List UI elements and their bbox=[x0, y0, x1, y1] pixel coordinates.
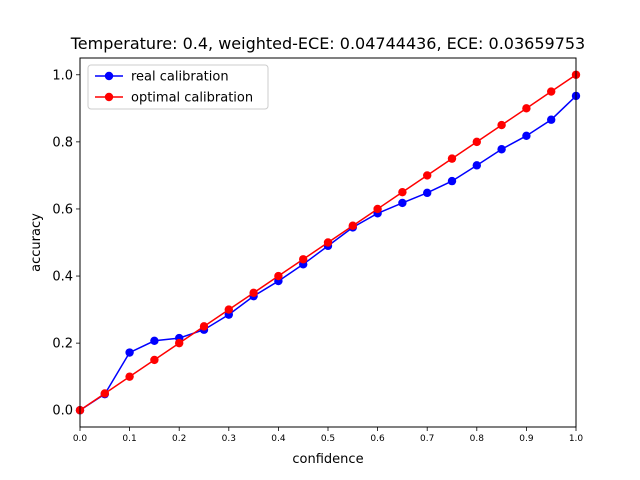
data-point bbox=[373, 204, 382, 214]
plot-frame bbox=[79, 57, 577, 428]
data-point bbox=[423, 188, 432, 198]
data-point bbox=[175, 338, 184, 348]
y-axis-label: accuracy bbox=[29, 213, 44, 272]
data-point bbox=[447, 176, 457, 186]
data-point bbox=[497, 120, 506, 130]
data-point bbox=[249, 288, 258, 298]
data-point bbox=[323, 238, 333, 247]
x-tick-label: 0.7 bbox=[420, 434, 434, 444]
series-1 bbox=[75, 70, 581, 415]
data-point bbox=[472, 161, 481, 170]
x-tick-label: 1.0 bbox=[569, 434, 584, 444]
legend-label: real calibration bbox=[131, 70, 229, 85]
x-tick-label: 0.5 bbox=[321, 434, 335, 444]
data-point bbox=[522, 104, 531, 113]
x-tick-label: 0.3 bbox=[222, 434, 236, 444]
data-point bbox=[224, 305, 233, 314]
y-tick-label: 0.4 bbox=[52, 270, 73, 285]
legend-box bbox=[87, 64, 269, 110]
y-tick-label: 0.2 bbox=[52, 337, 73, 352]
data-point bbox=[125, 348, 134, 357]
y-tick-label: 0.8 bbox=[52, 135, 73, 150]
data-point bbox=[199, 322, 209, 331]
data-point bbox=[274, 271, 283, 281]
data-point bbox=[150, 355, 159, 365]
x-tick-label: 0.2 bbox=[172, 434, 186, 444]
data-point bbox=[348, 221, 357, 230]
x-tick-label: 0.6 bbox=[370, 434, 385, 444]
y-tick-label: 0.0 bbox=[52, 404, 73, 419]
y-tick-label: 1.0 bbox=[52, 68, 73, 83]
data-point bbox=[299, 255, 308, 264]
data-point bbox=[447, 154, 457, 163]
data-point bbox=[547, 115, 556, 124]
data-point bbox=[522, 131, 531, 141]
chart-title: Temperature: 0.4, weighted-ECE: 0.047444… bbox=[70, 34, 585, 53]
x-tick-label: 0.1 bbox=[122, 434, 136, 444]
x-tick-label: 0.9 bbox=[519, 434, 534, 444]
legend: real calibration optimal calibration bbox=[87, 64, 269, 110]
x-axis-label: confidence bbox=[292, 452, 363, 467]
data-point bbox=[100, 389, 110, 398]
legend-label: optimal calibration bbox=[131, 91, 253, 106]
x-tick-label: 0.0 bbox=[73, 434, 88, 444]
data-point bbox=[398, 187, 407, 197]
legend-marker bbox=[104, 71, 114, 81]
data-point bbox=[150, 336, 159, 345]
x-tick-label: 0.4 bbox=[271, 434, 286, 444]
data-point bbox=[547, 87, 556, 96]
data-point bbox=[125, 372, 134, 381]
data-point bbox=[472, 137, 481, 147]
legend-marker bbox=[104, 92, 114, 102]
y-tick-label: 0.6 bbox=[52, 202, 73, 217]
data-point bbox=[398, 198, 407, 208]
x-tick-label: 0.8 bbox=[470, 434, 485, 444]
data-point bbox=[497, 145, 506, 154]
data-point bbox=[423, 171, 432, 180]
